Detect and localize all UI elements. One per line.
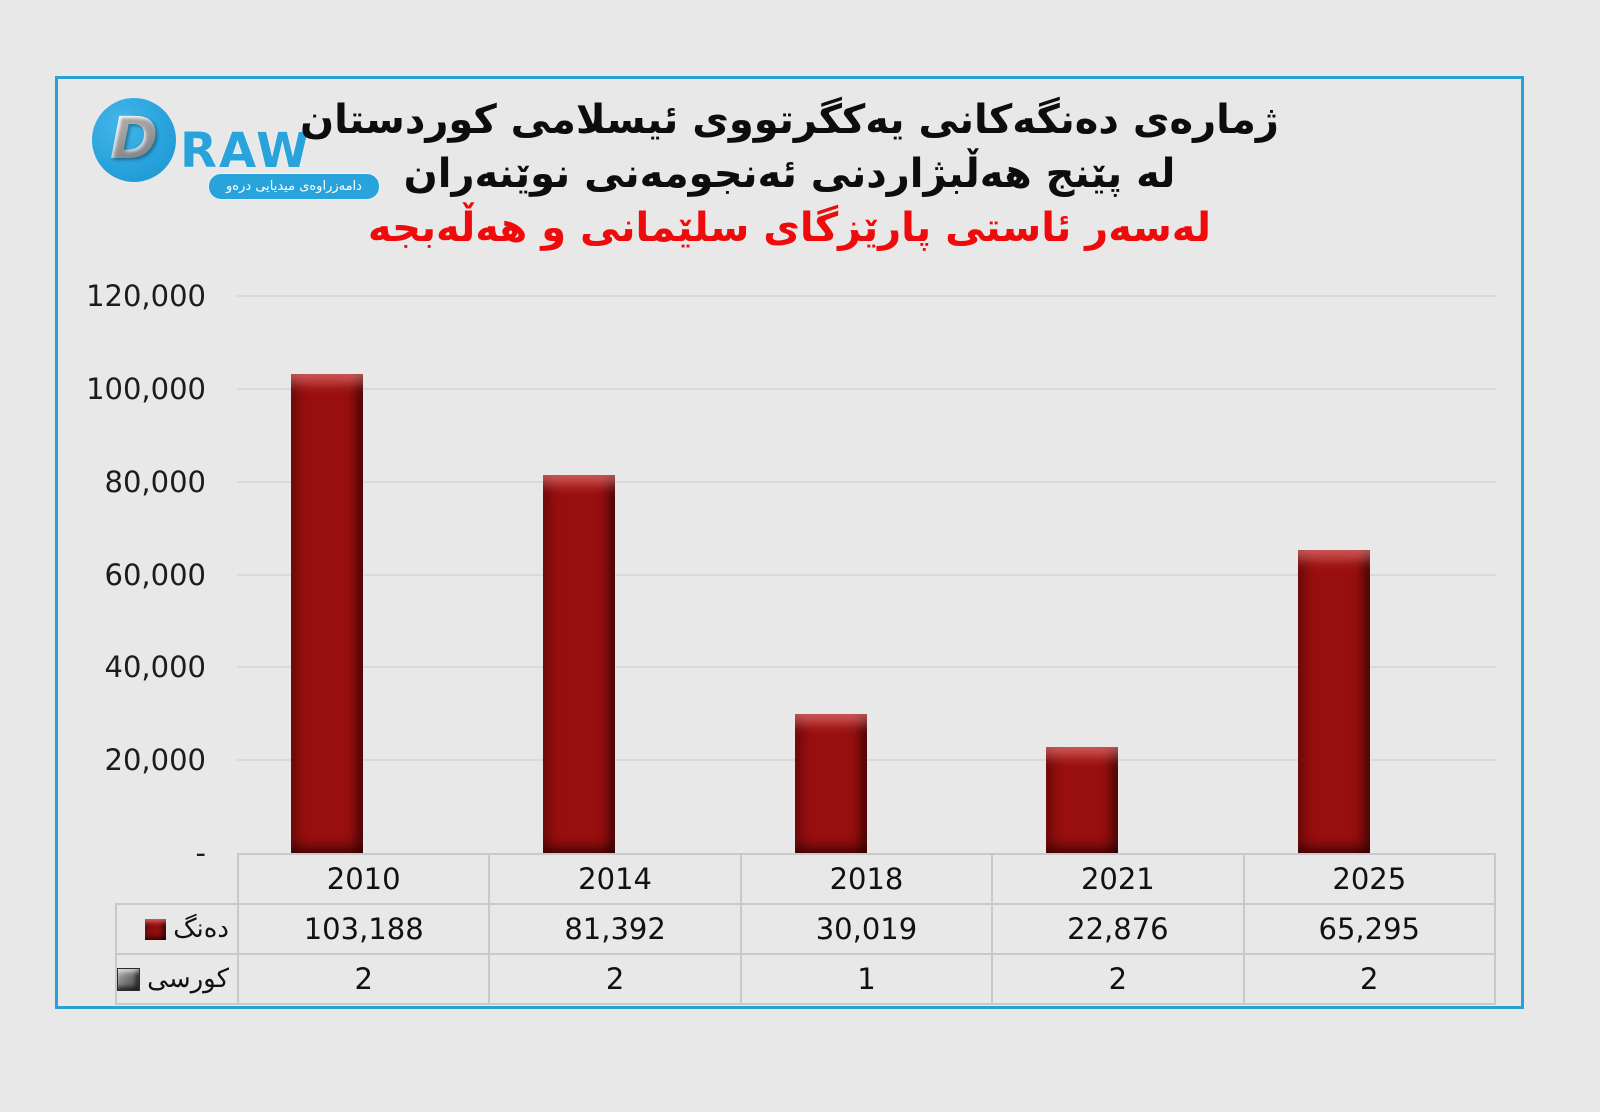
draw-logo: D RAW دامەزراوەی میدیایی درەو xyxy=(88,95,380,200)
series-label-cell: دەنگ xyxy=(115,903,239,955)
value-cell: 2 xyxy=(236,953,491,1005)
series-label-wrap: کورسی xyxy=(117,964,229,994)
y-axis-tick-label: 80,000 xyxy=(104,464,206,499)
value-cell: 103,188 xyxy=(236,903,491,955)
seats-legend-key-icon xyxy=(117,967,141,991)
bar-2025 xyxy=(1298,549,1371,853)
table-row-years: 2010 2014 2018 2021 2025 xyxy=(116,853,1497,905)
year-cell: 2018 xyxy=(739,853,994,905)
chart-title-block: ژمارەی دەنگەکانی یەکگرتووی ئیسلامی کوردس… xyxy=(58,93,1521,255)
gridline-100000 xyxy=(237,387,1496,390)
year-cell: 2014 xyxy=(488,853,742,905)
bar-2018 xyxy=(794,713,867,853)
bar-2010 xyxy=(290,374,363,853)
value-cell: 81,392 xyxy=(488,903,742,955)
value-cell: 65,295 xyxy=(1242,903,1497,955)
y-axis-tick-label: 60,000 xyxy=(104,557,206,592)
series-name: کورسی xyxy=(147,964,229,994)
draw-logo-d-letter: D xyxy=(109,104,159,172)
year-cell: 2025 xyxy=(1242,853,1497,905)
votes-legend-key-icon xyxy=(145,918,167,940)
value-cell: 2 xyxy=(488,953,742,1005)
value-cell: 2 xyxy=(991,953,1245,1005)
gridline-20000 xyxy=(237,759,1496,762)
series-label-cell: کورسی xyxy=(115,953,239,1005)
chart-subtitle: لەسەر ئاستی پارێزگای سلێمانی و هەڵەبجە xyxy=(367,205,1212,251)
value-cell: 22,876 xyxy=(991,903,1245,955)
draw-logo-tagline: دامەزراوەی میدیایی درەو xyxy=(208,173,380,200)
draw-logo-wordmark: RAW xyxy=(180,123,311,179)
chart-title-line1: ژمارەی دەنگەکانی یەکگرتووی ئیسلامی کوردس… xyxy=(300,97,1279,143)
bar-2021 xyxy=(1046,746,1119,853)
value-cell: 30,019 xyxy=(739,903,994,955)
table-corner-cell xyxy=(116,854,238,904)
y-axis-tick-label: 100,000 xyxy=(86,371,206,406)
series-name: دەنگ xyxy=(173,914,229,944)
plot-area: - 20,000 40,000 60,000 80,000 100,000 120,000 xyxy=(58,79,1521,1006)
y-axis-tick-label: 120,000 xyxy=(86,279,206,313)
y-axis-tick-label: 40,000 xyxy=(104,650,206,685)
gridline-80000 xyxy=(237,480,1496,483)
value-cell: 1 xyxy=(739,953,994,1005)
table-row-votes: دەنگ 103,188 81,392 30,019 22,876 65,295 xyxy=(115,903,1497,955)
y-axis-tick-label: - xyxy=(195,836,206,870)
value-cell: 2 xyxy=(1242,953,1497,1005)
gridline-60000 xyxy=(237,573,1496,576)
bar-2014 xyxy=(542,475,615,853)
year-cell: 2010 xyxy=(236,853,491,905)
year-cell: 2021 xyxy=(991,853,1245,905)
table-row-seats: کورسی 2 2 1 2 2 xyxy=(115,953,1497,1005)
chart-frame: D RAW دامەزراوەی میدیایی درەو ژمارەی دەن… xyxy=(55,76,1524,1009)
y-axis-tick-label: 20,000 xyxy=(104,743,206,778)
data-table: 2010 2014 2018 2021 2025 دەنگ 103,188 81,392 30,… xyxy=(115,853,1497,1005)
draw-logo-circle-icon: D xyxy=(92,98,176,182)
chart-title-line2: لە پێنج هەڵبژاردنی ئەنجومەنی نوێنەران xyxy=(403,151,1176,197)
gridline-40000 xyxy=(237,666,1496,669)
series-label-wrap: دەنگ xyxy=(145,914,229,944)
gridline-120000 xyxy=(237,295,1496,297)
